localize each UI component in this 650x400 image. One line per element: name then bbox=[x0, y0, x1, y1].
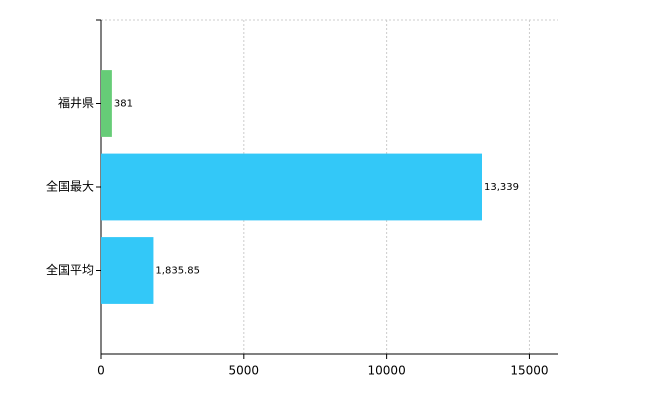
x-tick-label: 5000 bbox=[229, 364, 260, 378]
bar bbox=[101, 70, 112, 137]
value-label: 13,339 bbox=[484, 182, 519, 193]
y-tick-label: 福井県 bbox=[58, 95, 94, 110]
bar bbox=[101, 153, 482, 221]
x-tick-label: 15000 bbox=[510, 364, 548, 378]
value-label: 381 bbox=[114, 99, 133, 110]
y-tick-label: 全国最大 bbox=[46, 179, 94, 194]
value-label: 1,835.85 bbox=[155, 266, 200, 277]
x-tick-label: 0 bbox=[97, 364, 105, 378]
y-tick-label: 全国平均 bbox=[46, 262, 94, 277]
bar bbox=[101, 237, 154, 304]
x-tick-label: 10000 bbox=[368, 364, 406, 378]
